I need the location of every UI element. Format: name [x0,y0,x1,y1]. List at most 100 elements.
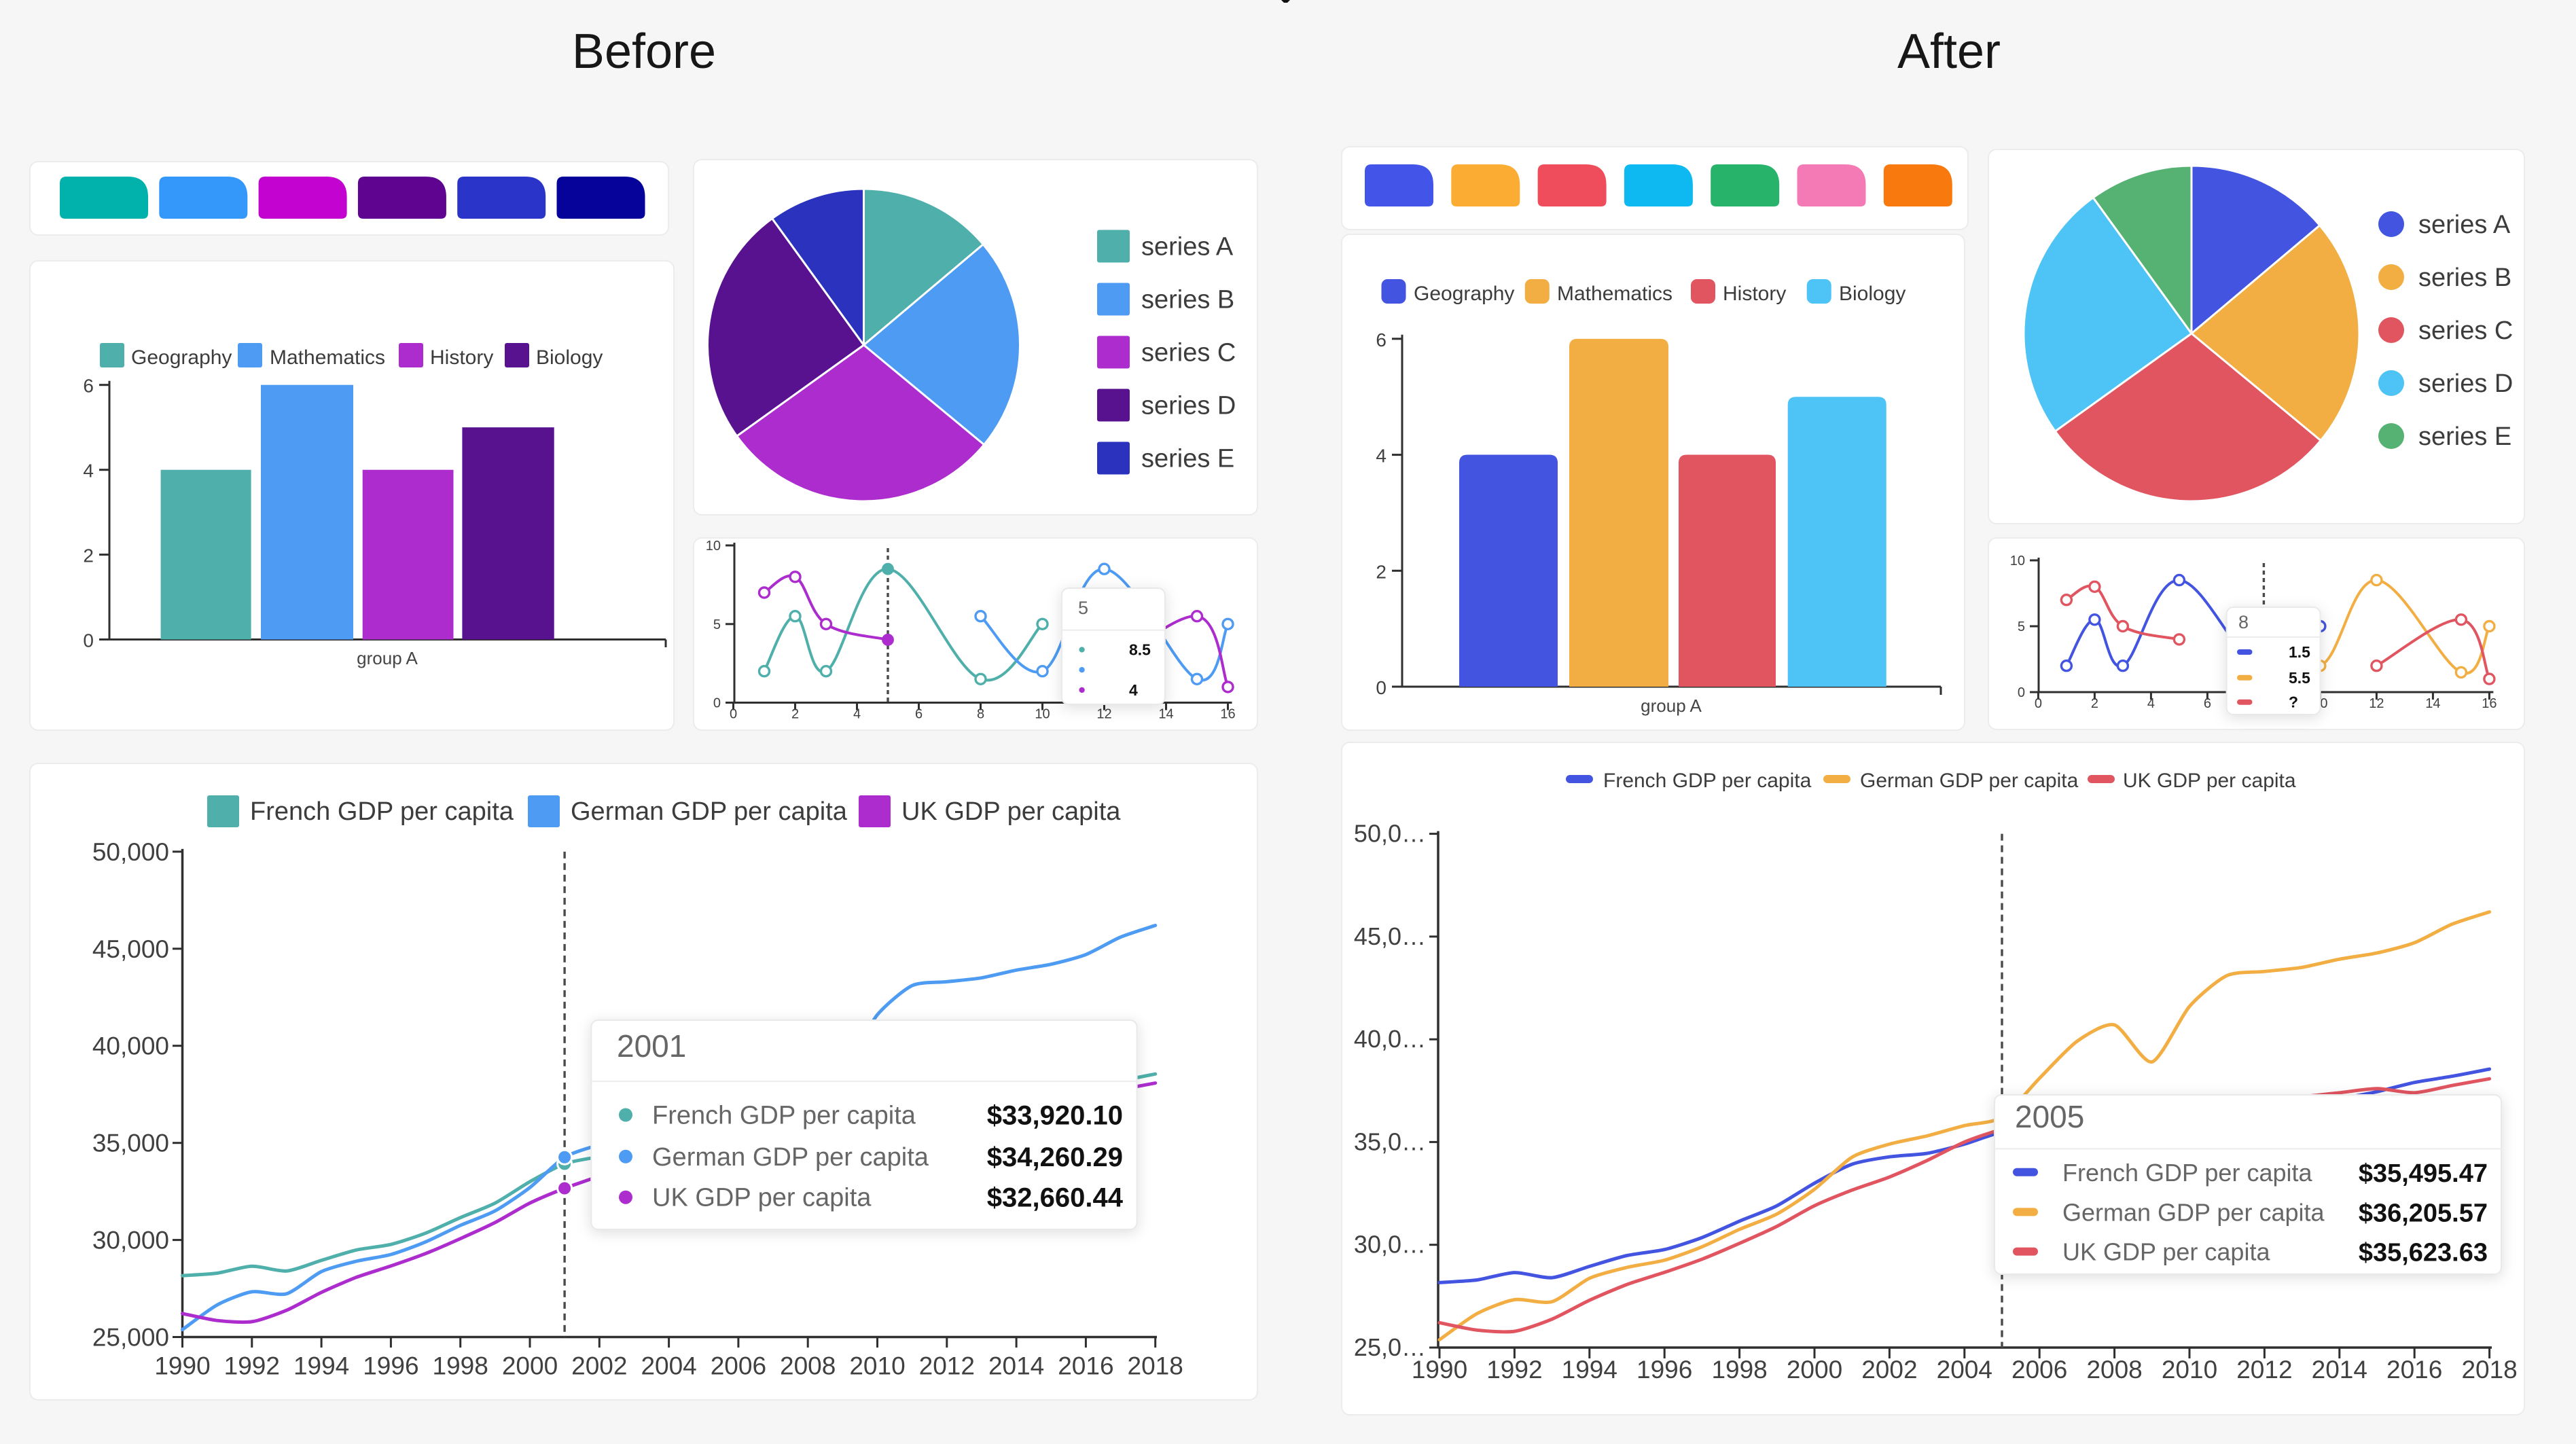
svg-text:0: 0 [2035,696,2042,711]
svg-text:4: 4 [853,707,861,722]
svg-text:40,0…: 40,0… [1354,1025,1426,1053]
svg-text:Biology: Biology [1839,283,1906,305]
svg-text:16: 16 [2482,696,2497,711]
svg-text:2010: 2010 [2162,1356,2217,1384]
svg-text:35,000: 35,000 [92,1130,169,1157]
svg-text:2008: 2008 [2086,1356,2142,1384]
svg-text:2010: 2010 [849,1352,905,1379]
svg-text:?: ? [2289,693,2298,711]
svg-text:group A: group A [357,648,418,668]
svg-text:0: 0 [2018,685,2025,700]
svg-text:5: 5 [1078,598,1088,618]
svg-text:40,000: 40,000 [92,1032,169,1060]
svg-text:French GDP per capita: French GDP per capita [2062,1159,2312,1187]
svg-text:series B: series B [1141,286,1234,314]
svg-text:series D: series D [1141,392,1236,420]
svg-text:2002: 2002 [571,1352,627,1379]
svg-text:0: 0 [713,696,721,711]
svg-text:4: 4 [1376,446,1387,467]
svg-text:16: 16 [1220,707,1235,722]
svg-text:8.5: 8.5 [1129,641,1151,659]
svg-text:French GDP per capita: French GDP per capita [1603,770,1812,792]
svg-text:History: History [430,346,493,369]
svg-text:10: 10 [2010,554,2025,568]
svg-text:German GDP per capita: German GDP per capita [652,1143,929,1172]
svg-text:Before: Before [572,24,716,79]
svg-text:1998: 1998 [433,1352,488,1379]
svg-text:45,0…: 45,0… [1354,922,1426,950]
svg-text:group A: group A [1641,696,1702,716]
svg-text:1994: 1994 [293,1352,349,1379]
svg-text:1990: 1990 [154,1352,210,1379]
svg-text:series E: series E [1141,445,1234,473]
svg-text:1.5: 1.5 [2289,643,2310,661]
svg-text:2018: 2018 [2461,1356,2517,1384]
svg-text:French GDP per capita: French GDP per capita [652,1102,916,1130]
svg-text:UK GDP per capita: UK GDP per capita [652,1184,872,1212]
svg-text:6: 6 [83,376,94,397]
svg-text:2: 2 [2091,696,2098,711]
svg-text:UK GDP per capita: UK GDP per capita [2123,770,2296,792]
svg-text:35,0…: 35,0… [1354,1127,1426,1155]
svg-text:2000: 2000 [502,1352,558,1379]
svg-text:History: History [1723,283,1786,305]
svg-text:2005: 2005 [2015,1099,2084,1134]
svg-text:series E: series E [2418,422,2511,451]
svg-text:2012: 2012 [919,1352,975,1379]
svg-text:2001: 2001 [617,1028,686,1064]
svg-text:4: 4 [83,461,94,482]
svg-text:14: 14 [1158,707,1173,722]
svg-text:$35,623.63: $35,623.63 [2359,1239,2488,1267]
svg-text:$32,660.44: $32,660.44 [987,1183,1124,1213]
svg-text:30,000: 30,000 [92,1227,169,1255]
svg-text:2004: 2004 [1937,1356,1992,1384]
svg-text:Mathematics: Mathematics [270,346,385,369]
svg-text:2008: 2008 [780,1352,836,1379]
svg-text:0: 0 [83,630,94,651]
svg-text:UK GDP per capita: UK GDP per capita [901,797,1121,826]
svg-text:5.5: 5.5 [2289,669,2310,687]
svg-text:12: 12 [1096,707,1111,722]
svg-text:Mathematics: Mathematics [1557,283,1672,305]
svg-text:12: 12 [2369,696,2384,711]
svg-text:6: 6 [2204,696,2211,711]
svg-text:German GDP per capita: German GDP per capita [1860,770,2079,792]
svg-text:German GDP per capita: German GDP per capita [2062,1198,2325,1226]
svg-text:2006: 2006 [2011,1356,2067,1384]
svg-text:8: 8 [2238,612,2249,632]
svg-text:10: 10 [1035,707,1050,722]
svg-text:Geography: Geography [131,346,232,369]
svg-text:50,0…: 50,0… [1354,820,1426,848]
svg-text:2012: 2012 [2236,1356,2292,1384]
svg-text:UK GDP per capita: UK GDP per capita [2062,1238,2270,1266]
svg-text:series B: series B [2418,264,2511,292]
svg-text:1996: 1996 [363,1352,418,1379]
svg-text:45,000: 45,000 [92,935,169,963]
svg-text:1994: 1994 [1562,1356,1617,1384]
svg-text:$33,920.10: $33,920.10 [987,1101,1123,1131]
svg-text:6: 6 [915,707,923,722]
svg-text:series C: series C [1141,339,1236,367]
svg-text:2016: 2016 [1058,1352,1113,1379]
svg-text:4: 4 [2147,696,2155,711]
svg-text:10: 10 [706,539,721,554]
svg-text:2016: 2016 [2386,1356,2442,1384]
svg-text:series C: series C [2418,317,2513,345]
svg-text:$36,205.57: $36,205.57 [2359,1199,2488,1227]
svg-text:1992: 1992 [1486,1356,1542,1384]
svg-text:25,0…: 25,0… [1354,1333,1426,1361]
svg-text:2006: 2006 [711,1352,766,1379]
svg-text:2014: 2014 [988,1352,1044,1379]
svg-text:30,0…: 30,0… [1354,1231,1426,1259]
svg-text:series A: series A [1141,233,1234,261]
svg-text:5: 5 [713,617,721,632]
svg-text:French GDP per capita: French GDP per capita [250,797,514,826]
svg-text:0: 0 [1376,677,1387,698]
svg-text:2000: 2000 [1787,1356,1842,1384]
svg-text:Biology: Biology [536,346,603,369]
svg-text:series A: series A [2418,211,2511,239]
svg-text:1996: 1996 [1636,1356,1692,1384]
svg-text:2004: 2004 [641,1352,696,1379]
svg-text:14: 14 [2425,696,2440,711]
svg-text:2: 2 [791,707,799,722]
